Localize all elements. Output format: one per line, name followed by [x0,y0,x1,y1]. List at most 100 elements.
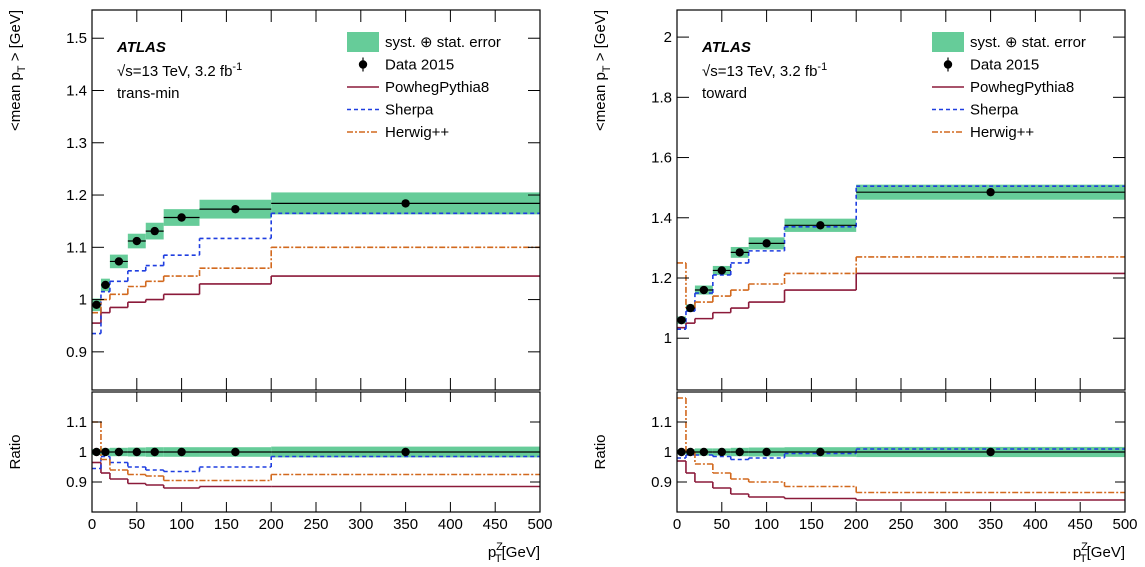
experiment-label: ATLAS [701,39,751,56]
legend-label: Herwig++ [385,124,449,141]
energy-label: √s=13 TeV, 3.2 fb-1 [702,61,827,80]
legend-swatch [347,32,379,52]
x-tick-label: 0 [88,516,96,533]
y-tick-label: 1 [664,444,672,461]
y-tick-label: 1.1 [651,414,672,431]
experiment-label: ATLAS [116,39,166,56]
x-tick-label: 250 [888,516,913,533]
legend-label: PowhegPythia8 [970,79,1074,96]
data-point [816,447,825,457]
y-axis-label-part: T [16,65,28,72]
data-point [132,447,141,457]
data-point [986,187,995,197]
data-point [699,285,709,295]
y-tick-label: 1.1 [66,414,87,431]
energy-label-part: √s=13 TeV, 3.2 fb [702,63,817,80]
y-tick-label: 1.4 [66,82,87,99]
legend-label: Data 2015 [970,57,1039,74]
legend-label: syst. ⊕ stat. error [385,34,501,51]
y-axis-label-part: T [601,65,613,72]
data-point [735,447,744,457]
data-point [114,257,124,266]
y-axis-label-part: > [GeV] [7,10,24,65]
x-tick-label: 500 [527,516,552,533]
y-axis-label-part: <mean p [592,72,609,131]
x-axis-label-part: p [488,544,496,561]
legend-swatch [943,60,953,69]
data-point [177,447,186,457]
data-point [762,447,771,457]
y-tick-label: 1.3 [66,135,87,152]
y-tick-label: 1 [79,444,87,461]
legend-label: Sherpa [385,102,434,119]
x-tick-label: 100 [169,516,194,533]
data-point [816,221,825,230]
x-axis-label-part: Z [1081,541,1088,553]
energy-label-part: -1 [232,61,242,73]
y-tick-label: 2 [664,29,672,46]
y-tick-label: 1.4 [651,210,672,227]
data-point [177,213,186,222]
data-point [677,315,686,325]
y-tick-label: 1.5 [66,30,87,47]
y-tick-label: 0.9 [651,474,672,491]
data-point [699,447,709,457]
y-axis-label-part: <mean p [7,72,24,131]
x-tick-label: 450 [483,516,508,533]
data-point [686,447,695,457]
energy-label: √s=13 TeV, 3.2 fb-1 [117,61,242,80]
x-tick-label: 150 [799,516,824,533]
legend-label: Herwig++ [970,124,1034,141]
x-tick-label: 50 [713,516,730,533]
legend-label: syst. ⊕ stat. error [970,34,1086,51]
data-point [101,280,110,290]
x-tick-label: 350 [393,516,418,533]
x-axis-label-part: T [1080,553,1087,565]
legend-swatch [358,60,368,69]
y-tick-label: 1 [664,330,672,347]
y-tick-label: 1 [79,292,87,309]
x-tick-label: 200 [259,516,284,533]
ratio-axis-label: Ratio [592,434,609,469]
region-label: toward [702,85,747,102]
data-point [986,447,995,457]
y-tick-label: 0.9 [66,344,87,361]
main-plot [92,192,540,335]
x-tick-label: 250 [303,516,328,533]
data-point [735,248,744,257]
data-point [401,199,410,208]
energy-label-part: -1 [817,61,827,73]
data-point [717,266,726,275]
y-tick-label: 1.8 [651,89,672,106]
data-point [132,236,141,246]
ratio-plot [677,397,1125,501]
y-tick-label: 1.2 [651,270,672,287]
x-tick-label: 200 [844,516,869,533]
energy-label-part: √s=13 TeV, 3.2 fb [117,63,232,80]
x-tick-label: 150 [214,516,239,533]
region-label: trans-min [117,85,180,102]
x-axis-label-part: Z [496,541,503,553]
data-point [101,447,110,457]
x-axis-label: pZ T[GeV] [1073,541,1125,565]
data-point [762,239,771,248]
y-axis-label-part: > [GeV] [592,10,609,65]
x-tick-label: 0 [673,516,681,533]
x-tick-label: 100 [754,516,779,533]
data-point [717,447,726,457]
data-point [150,226,159,236]
data-point [150,447,159,457]
legend-label: PowhegPythia8 [385,79,489,96]
x-tick-label: 50 [128,516,145,533]
legend-label: Sherpa [970,102,1019,119]
x-axis-label-part: T [495,553,502,565]
y-tick-label: 1.6 [651,150,672,167]
y-axis-label: <mean pT > [GeV] [592,10,613,131]
ratio-plot [92,421,540,489]
x-tick-label: 400 [1023,516,1048,533]
data-point [231,447,240,457]
x-tick-label: 350 [978,516,1003,533]
x-axis-label-part: [GeV] [1087,544,1125,561]
y-tick-label: 1.1 [66,239,87,256]
